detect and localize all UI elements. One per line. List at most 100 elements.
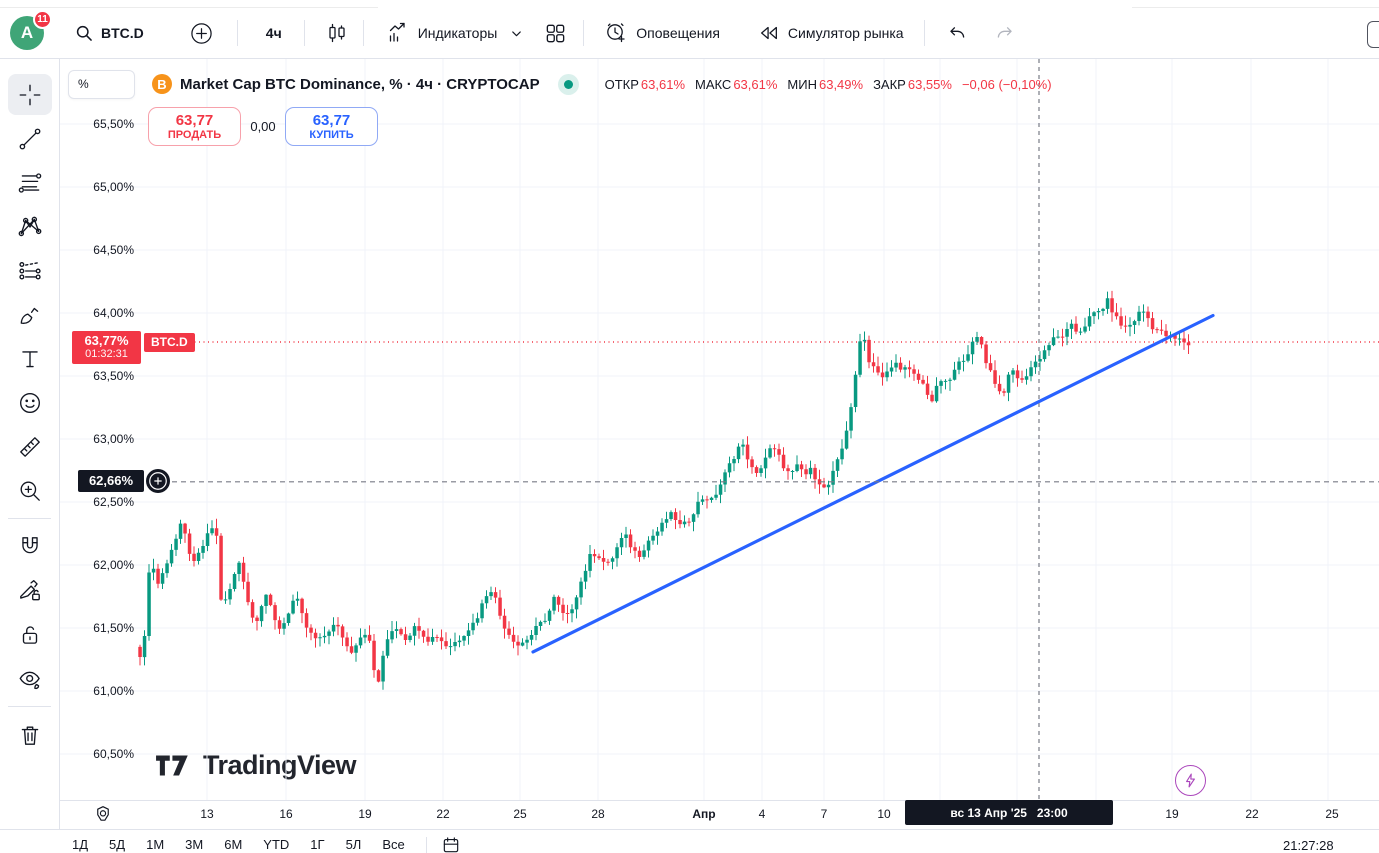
drawing-toolbar bbox=[0, 59, 60, 829]
toolbar-divider bbox=[303, 20, 305, 46]
tool-trend-line[interactable] bbox=[8, 118, 52, 159]
market-status-icon[interactable] bbox=[557, 73, 579, 95]
candle-countdown: 01:32:31 bbox=[85, 348, 128, 360]
sell-price: 63,77 bbox=[175, 112, 214, 129]
chart-pane[interactable] bbox=[60, 59, 1379, 800]
bitcoin-icon: B bbox=[152, 74, 172, 94]
tool-xabcd-pattern[interactable] bbox=[8, 206, 52, 247]
toolbar-divider bbox=[923, 20, 925, 46]
zoom-in-icon bbox=[17, 478, 43, 504]
remove-icon bbox=[17, 722, 43, 748]
toolbar-group-divider bbox=[8, 518, 51, 519]
tool-remove[interactable] bbox=[8, 714, 52, 755]
toolbar-divider bbox=[236, 20, 238, 46]
price-axis-label: 61,50% bbox=[93, 621, 134, 635]
window-control-partial-button[interactable] bbox=[1367, 21, 1379, 48]
tool-text[interactable] bbox=[8, 338, 52, 379]
tool-brush[interactable] bbox=[8, 294, 52, 335]
indicators-dropdown-chevron[interactable] bbox=[505, 14, 528, 52]
time-axis-label: 19 bbox=[1165, 807, 1179, 821]
range-button-YTD[interactable]: YTD bbox=[263, 837, 290, 852]
range-button-1М[interactable]: 1М bbox=[146, 837, 165, 852]
ohlc-label: МАКС bbox=[695, 76, 732, 92]
range-button-5Л[interactable]: 5Л bbox=[345, 837, 362, 852]
brush-icon bbox=[17, 302, 43, 328]
tool-drawing-mode-lock[interactable] bbox=[8, 570, 52, 611]
time-axis-label: 10 bbox=[877, 807, 891, 821]
undo-icon bbox=[947, 23, 968, 44]
price-axis-label: 64,50% bbox=[93, 243, 134, 257]
redo-button[interactable] bbox=[986, 14, 1023, 52]
tool-lock-all[interactable] bbox=[8, 614, 52, 655]
tool-zoom-in[interactable] bbox=[8, 470, 52, 511]
add-alert-plus-button[interactable] bbox=[146, 469, 170, 493]
tool-magnet[interactable] bbox=[8, 526, 52, 567]
bottom-bar-divider bbox=[425, 837, 427, 853]
chart-type-button[interactable] bbox=[317, 14, 357, 52]
notification-badge: 11 bbox=[33, 10, 52, 29]
xabcd-pattern-icon bbox=[17, 214, 43, 240]
price-axis-label: 65,50% bbox=[93, 117, 134, 131]
measure-icon bbox=[17, 434, 43, 460]
time-axis-label: 7 bbox=[820, 807, 828, 821]
user-avatar[interactable]: A 11 bbox=[10, 10, 52, 50]
compare-add-symbol-button[interactable] bbox=[182, 14, 221, 52]
tool-emoji[interactable] bbox=[8, 382, 52, 423]
hide-drawings-icon bbox=[17, 666, 43, 692]
range-button-Все[interactable]: Все bbox=[382, 837, 405, 852]
ohlc-value: 63,61% bbox=[733, 76, 778, 92]
ohlc-value: 63,55% bbox=[907, 76, 952, 92]
toolbar-divider bbox=[583, 20, 585, 46]
indicators-button[interactable]: Индикаторы bbox=[378, 14, 506, 52]
date-range-buttons: 1Д 5Д 1М 3М 6М YTD 1Г 5Л Все bbox=[72, 837, 426, 852]
sell-button[interactable]: 63,77 ПРОДАТЬ bbox=[148, 107, 241, 146]
last-price-value: 63,77% bbox=[84, 333, 129, 348]
rewind-icon bbox=[758, 22, 780, 44]
symbol-title[interactable]: Market Cap BTC Dominance, % · 4ч · CRYPT… bbox=[180, 75, 540, 93]
range-button-5Д[interactable]: 5Д bbox=[109, 837, 126, 852]
range-button-1Г[interactable]: 1Г bbox=[310, 837, 325, 852]
buy-label: КУПИТЬ bbox=[309, 129, 354, 141]
time-axis-label: 13 bbox=[200, 807, 214, 821]
go-to-date-calendar-icon[interactable] bbox=[441, 835, 461, 853]
layout-grid-button[interactable] bbox=[536, 14, 575, 52]
session-clock[interactable]: 21:27:28 bbox=[1283, 838, 1334, 853]
drawing-mode-lock-icon bbox=[17, 578, 43, 604]
sell-label: ПРОДАТЬ bbox=[167, 129, 222, 141]
symbol-header: B Market Cap BTC Dominance, % · 4ч · CRY… bbox=[152, 72, 1052, 96]
emoji-icon bbox=[17, 390, 43, 416]
time-axis-settings-gear-icon[interactable] bbox=[93, 804, 113, 824]
tool-fib-retracement[interactable] bbox=[8, 162, 52, 203]
boost-lightning-button[interactable] bbox=[1175, 765, 1206, 796]
replay-label: Симулятор рынка bbox=[787, 25, 904, 41]
buy-button[interactable]: 63,77 КУПИТЬ bbox=[285, 107, 378, 146]
tool-crosshair[interactable] bbox=[7, 74, 52, 115]
range-button-6М[interactable]: 6М bbox=[224, 837, 243, 852]
range-button-1Д[interactable]: 1Д bbox=[72, 837, 89, 852]
crosshair-price-label: 62,66% bbox=[78, 470, 144, 492]
redo-icon bbox=[994, 23, 1015, 44]
browser-top-strip bbox=[0, 0, 1379, 8]
tradingview-logo-icon bbox=[156, 754, 188, 775]
search-icon bbox=[74, 23, 94, 43]
undo-button[interactable] bbox=[939, 14, 976, 52]
replay-button[interactable]: Симулятор рынка bbox=[750, 14, 912, 52]
alerts-label: Оповещения bbox=[636, 25, 720, 41]
time-axis-label: 28 bbox=[591, 807, 605, 821]
tool-hide-drawings[interactable] bbox=[8, 658, 52, 699]
text-icon bbox=[17, 346, 43, 372]
price-scale-unit-button[interactable]: % bbox=[68, 70, 135, 99]
interval-button[interactable]: 4ч bbox=[258, 14, 290, 52]
spread-value: 0,00 bbox=[250, 119, 276, 134]
tool-measure[interactable] bbox=[8, 426, 52, 467]
time-axis[interactable] bbox=[60, 800, 1379, 829]
range-button-3М[interactable]: 3М bbox=[185, 837, 204, 852]
toolbar-group-divider bbox=[8, 706, 51, 707]
symbol-search-button[interactable]: BTC.D bbox=[66, 14, 152, 52]
fib-retracement-icon bbox=[17, 170, 43, 196]
time-axis-label: 4 bbox=[758, 807, 766, 821]
tradingview-watermark: TradingView bbox=[155, 750, 357, 781]
alerts-button[interactable]: Оповещения bbox=[596, 14, 728, 52]
tool-forecast[interactable] bbox=[8, 250, 52, 291]
trade-panel: 63,77 ПРОДАТЬ 0,00 63,77 КУПИТЬ bbox=[148, 107, 378, 146]
